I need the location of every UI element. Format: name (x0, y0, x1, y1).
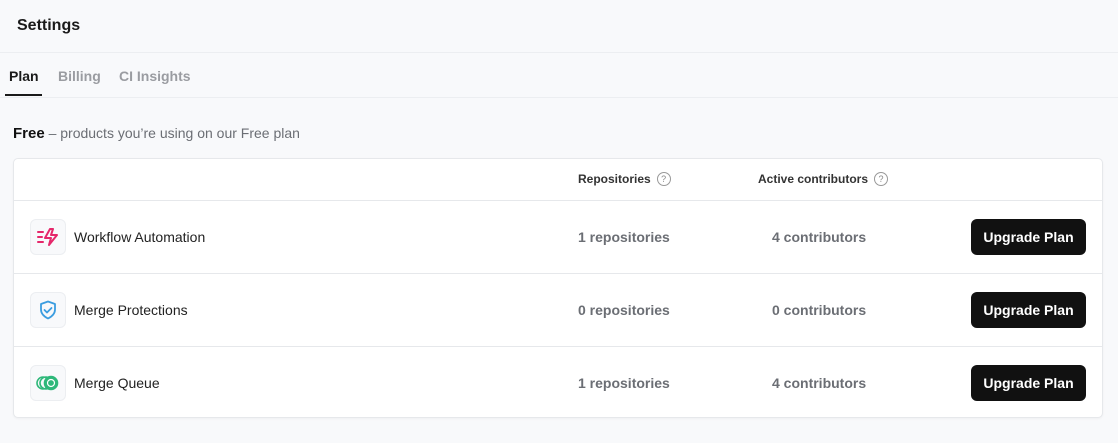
contributors-count: 0 contributors (772, 302, 867, 318)
tab-bar: Plan Billing CI Insights (0, 53, 1118, 98)
product-name: Merge Queue (74, 375, 160, 391)
table-row: Merge Queue 1 repositories 4 contributor… (14, 347, 1102, 420)
upgrade-plan-button[interactable]: Upgrade Plan (971, 219, 1086, 255)
contributors-count: 4 contributors (772, 229, 867, 245)
upgrade-plan-button[interactable]: Upgrade Plan (971, 292, 1086, 328)
help-icon[interactable]: ? (656, 172, 671, 186)
active-tab-indicator (5, 94, 42, 96)
column-contributors: Active contributors (758, 172, 869, 186)
shield-check-icon (30, 292, 66, 328)
contributors-count: 4 contributors (772, 375, 867, 391)
product-name: Merge Protections (74, 302, 188, 318)
plan-name: Free (13, 125, 45, 142)
table-row: Workflow Automation 1 repositories 4 con… (14, 201, 1102, 274)
table-header: Repositories? Active contributors? (14, 159, 1102, 201)
product-name: Workflow Automation (74, 229, 206, 245)
upgrade-plan-button[interactable]: Upgrade Plan (971, 365, 1086, 401)
lightning-icon (30, 219, 66, 255)
repositories-count: 0 repositories (578, 302, 670, 318)
help-icon[interactable]: ? (874, 172, 889, 186)
repositories-count: 1 repositories (578, 375, 670, 391)
merge-queue-icon (30, 365, 66, 401)
plan-summary: Free – products you’re using on our Free… (13, 125, 300, 142)
page-title: Settings (0, 0, 1118, 53)
plan-description: – products you’re using on our Free plan (48, 125, 300, 141)
tab-plan[interactable]: Plan (9, 68, 39, 84)
repositories-count: 1 repositories (578, 229, 670, 245)
tab-ci-insights[interactable]: CI Insights (119, 68, 191, 84)
products-table: Repositories? Active contributors? Workf… (13, 158, 1103, 418)
column-repositories: Repositories (578, 172, 651, 186)
table-row: Merge Protections 0 repositories 0 contr… (14, 274, 1102, 347)
tab-billing[interactable]: Billing (58, 68, 101, 84)
